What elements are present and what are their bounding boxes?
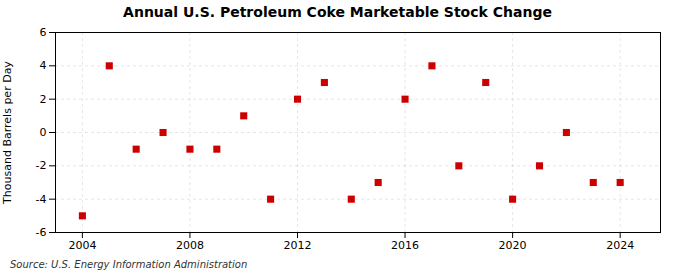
svg-text:-4: -4 [36,193,47,206]
svg-text:0: 0 [40,126,47,139]
html-text:Source: U.S. Energy Informatio: Source: U.S. Energy Information Administ… [10,259,248,270]
svg-text:4: 4 [40,59,47,72]
svg-text:2004: 2004 [68,239,96,252]
svg-text:2016: 2016 [391,239,419,252]
svg-text:2012: 2012 [284,239,312,252]
svg-text:-2: -2 [36,159,47,172]
svg-text:6: 6 [40,26,47,39]
svg-text:2024: 2024 [606,239,634,252]
svg-text:2008: 2008 [176,239,204,252]
svg-text:2: 2 [40,93,47,106]
svg-text:Thousand Barrels per Day: Thousand Barrels per Day [1,61,14,205]
svg-text:-6: -6 [36,226,47,239]
svg-text:2020: 2020 [499,239,527,252]
html-text:Annual U.S. Petroleum Coke Mar: Annual U.S. Petroleum Coke Marketable St… [123,4,552,20]
